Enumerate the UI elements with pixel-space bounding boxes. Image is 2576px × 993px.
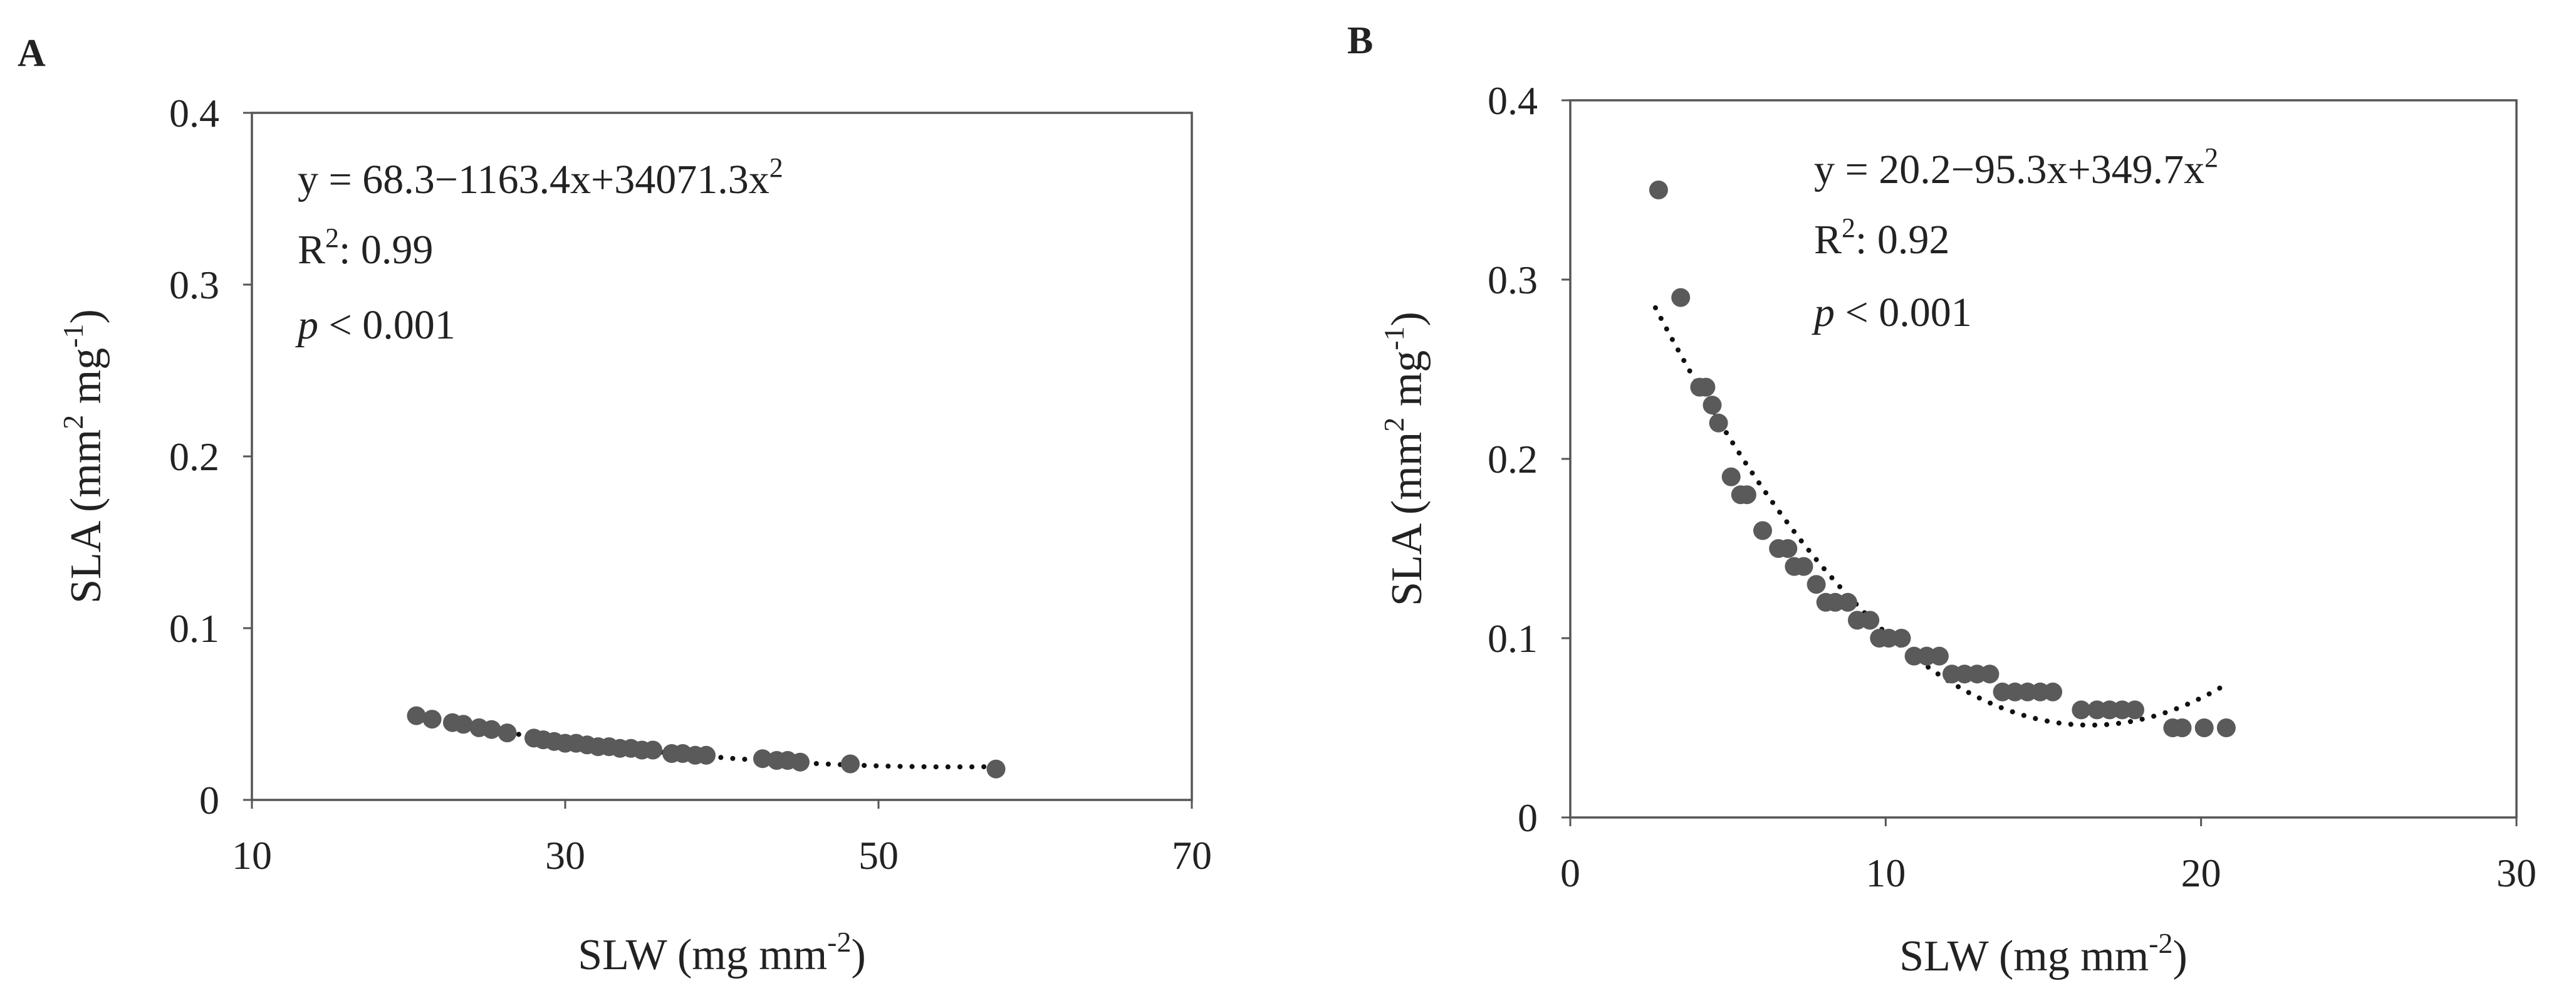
panel-a-trendline [422,716,1006,770]
panel-b-x-tick-label: 0 [1560,851,1580,895]
panel-a-x-tick-label: 50 [858,833,899,878]
panel-b-data-point [2194,718,2214,737]
panel-b-y-tick-labels: 0 0.1 0.2 0.3 0.4 [1488,78,1570,840]
panel-a-plot-frame [251,112,1193,801]
panel-b-data-point [1980,665,2000,684]
panel-a-x-tick-label: 10 [232,833,272,878]
panel-a-equation: y = 68.3−1163.4x+34071.3x2 [298,152,783,202]
panel-a-trendline-path [422,716,1006,770]
panel-b-x-tick-label: 20 [2181,851,2221,895]
panel-a-y-tick-label: 0.1 [169,606,219,651]
panel-b-data-point [1860,611,1880,630]
panel-a-data-point [454,715,473,734]
panel-a-data-point [753,749,772,769]
panel-b-data-point [1892,629,1911,648]
panel-b-data-point [1838,592,1857,612]
panel-b-letter: B [1347,19,1373,62]
panel-b-data-point [2125,700,2144,720]
panel-a-data-point [986,759,1006,779]
panel-a-data-point [791,752,810,772]
panel-b-data-point [2216,718,2236,737]
panel-a-data-point [697,745,716,765]
panel-b-data-point [2172,718,2192,737]
panel-a-data-point [498,723,517,743]
panel-b-data-point [2072,700,2091,720]
panel-a-y-axis-title: SLA (mm2 mg-1) [57,309,110,604]
panel-b: B 0 0.1 0.2 0.3 0.4 0 10 20 30 y = 20.2−95.3x+3… [1347,19,2537,980]
panel-b-p-value: p < 0.001 [1812,290,1972,335]
panel-b-x-tick-labels: 0 10 20 30 [1560,817,2537,895]
panel-b-data-point [1929,646,1949,666]
panel-a-data-point [407,706,426,725]
panel-a-letter: A [18,32,46,75]
panel-a: A 0 0.1 0.2 0.3 0.4 10 30 50 70 y = 68.3−1163.4… [18,32,1212,979]
panel-a-data-point [644,740,662,760]
panel-a-x-axis-title: SLW (mg mm-2) [578,926,866,979]
panel-a-y-tick-label: 0.4 [169,91,219,135]
panel-b-y-tick-label: 0.1 [1488,616,1538,661]
panel-b-data-point [1737,485,1756,505]
panel-b-data-point [1649,181,1668,199]
panel-b-plot-frame [1569,99,2518,819]
panel-a-data-point [482,720,501,739]
panel-a-points [407,706,1006,779]
panel-b-data-point [1703,396,1722,415]
panel-a-data-point [841,754,860,774]
panel-a-y-tick-label: 0.3 [169,263,219,307]
panel-b-data-point [1778,539,1798,558]
panel-a-x-tick-labels: 10 30 50 70 [232,800,1212,878]
panel-b-data-point [1709,413,1728,433]
panel-b-y-tick-label: 0 [1518,796,1538,840]
panel-b-trendline-path [1652,305,2226,728]
panel-b-data-point [2043,682,2063,701]
panel-b-data-point [1794,557,1813,576]
panel-b-data-point [1753,521,1772,540]
panel-b-data-point [1721,467,1741,486]
panel-b-equation: y = 20.2−95.3x+349.7x2 [1814,142,2218,192]
panel-b-data-point [1807,575,1826,594]
panel-b-trendline [1652,305,2226,728]
panel-b-points [1649,181,2236,737]
panel-b-y-tick-label: 0.4 [1488,78,1538,123]
panel-a-data-point [422,710,442,729]
panel-a-y-tick-label: 0 [199,778,219,822]
panel-a-y-tick-label: 0.2 [169,434,219,479]
panel-b-y-axis-title: SLA (mm2 mg-1) [1378,312,1431,606]
panel-a-y-tick-labels: 0 0.1 0.2 0.3 0.4 [169,91,252,822]
panel-a-p-value: p < 0.001 [295,302,456,348]
panel-b-data-point [1671,288,1691,307]
panel-b-x-axis-title: SLW (mg mm-2) [1899,927,2188,980]
panel-b-r-squared: R2: 0.92 [1814,213,1949,263]
panel-a-x-tick-label: 70 [1172,833,1212,878]
panel-a-x-tick-label: 30 [545,833,585,878]
panel-b-data-point [1696,377,1716,397]
panel-b-x-tick-label: 30 [2496,851,2537,895]
panel-b-x-tick-label: 10 [1865,851,1906,895]
panel-b-y-tick-label: 0.3 [1488,258,1538,302]
panel-b-y-tick-label: 0.2 [1488,437,1538,481]
panel-a-r-squared: R2: 0.99 [298,223,433,273]
